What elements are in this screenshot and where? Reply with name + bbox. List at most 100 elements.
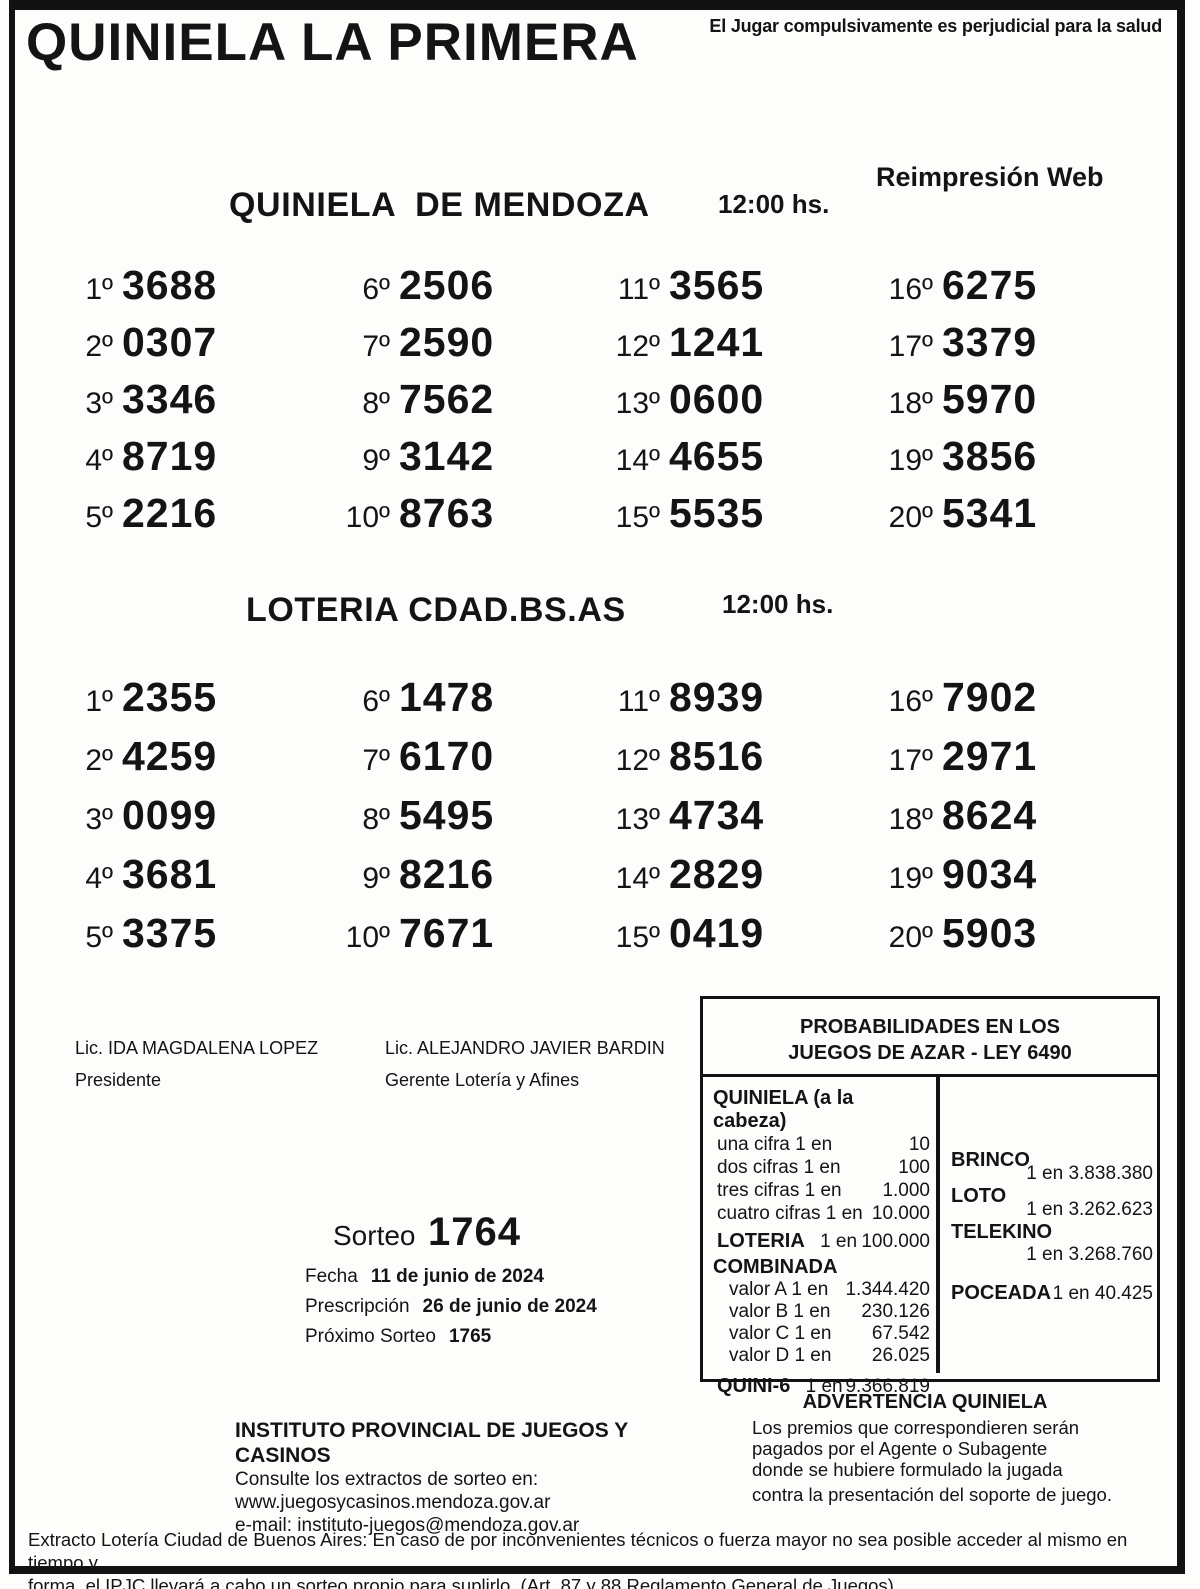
- advertencia-line: pagados por el Agente o Subagente: [752, 1438, 1048, 1459]
- result-number: 3565: [669, 262, 765, 308]
- sorteo-proximo-row: Próximo Sorteo 1765: [305, 1326, 491, 1348]
- result-number: 2829: [669, 851, 765, 897]
- result-number: 3856: [942, 433, 1038, 479]
- probability-value: 26.025: [871, 1345, 930, 1366]
- cifras-rows: una cifra 1 en 10 dos cifras 1 en 100 tres c…: [713, 1133, 932, 1225]
- result-row: 3º 3346: [60, 376, 217, 433]
- page-border: [9, 0, 1185, 1574]
- brinco-block: BRINCO 1 en 3.838.380: [951, 1149, 1153, 1185]
- result-position: 19º: [888, 444, 933, 477]
- results-column: 11º 3565 12º 1241 13º 0600 14º 4655 15º 5535: [570, 262, 764, 547]
- result-number: 2590: [399, 319, 495, 365]
- result-row: 6º 1478: [300, 674, 494, 733]
- result-position: 12º: [615, 744, 660, 777]
- result-number: 0600: [669, 376, 765, 422]
- result-position: 4º: [85, 862, 113, 895]
- fecha-label: Fecha: [305, 1266, 358, 1287]
- results-column: 6º 1478 7º 6170 8º 5495 9º 8216 10º 7671: [300, 674, 494, 969]
- result-number: 3681: [122, 851, 218, 897]
- result-number: 4734: [669, 792, 765, 838]
- probability-row: valor A 1 en 1.344.420: [713, 1279, 932, 1301]
- loteria-value: 100.000: [861, 1231, 930, 1252]
- result-number: 9034: [942, 851, 1038, 897]
- result-number: 8763: [399, 490, 495, 536]
- result-number: 2216: [122, 490, 218, 536]
- official-name: Lic. IDA MAGDALENA LOPEZ: [75, 1038, 319, 1058]
- result-number: 1478: [399, 674, 495, 720]
- result-row: 12º 8516: [570, 733, 764, 792]
- result-number: 2355: [122, 674, 218, 720]
- brinco-value: 1 en 3.838.380: [1026, 1163, 1153, 1184]
- results-column: 16º 7902 17º 2971 18º 8624 19º 9034 20º 5903: [840, 674, 1037, 969]
- probabilities-title: PROBABILIDADES EN LOS JUEGOS DE AZAR - L…: [703, 999, 1157, 1077]
- probabilities-box: PROBABILIDADES EN LOS JUEGOS DE AZAR - L…: [700, 996, 1160, 1397]
- result-number: 0307: [122, 319, 218, 365]
- result-row: 10º 8763: [300, 490, 494, 547]
- result-number: 7902: [942, 674, 1038, 720]
- result-row: 9º 8216: [300, 851, 494, 910]
- result-position: 14º: [615, 444, 660, 477]
- quini6-row: QUINI-6 1 en 9.366.819: [713, 1375, 932, 1398]
- result-position: 17º: [888, 330, 933, 363]
- result-row: 12º 1241: [570, 319, 764, 376]
- brinco-label: BRINCO: [951, 1149, 1030, 1171]
- result-position: 19º: [888, 862, 933, 895]
- result-number: 5535: [669, 490, 765, 536]
- poceada-block: POCEADA 1 en 40.425: [951, 1282, 1153, 1305]
- probability-row: valor D 1 en 26.025: [713, 1345, 932, 1367]
- result-position: 7º: [362, 330, 390, 363]
- advertencia-line: Los premios que correspondieren serán: [752, 1417, 1080, 1438]
- quini6-label: QUINI-6: [717, 1375, 791, 1397]
- result-number: 5341: [942, 490, 1038, 536]
- section-time-bsas: 12:00 hs.: [722, 589, 834, 619]
- probability-label: valor B 1 en: [729, 1301, 831, 1322]
- result-number: 1241: [669, 319, 765, 365]
- probability-row: dos cifras 1 en 100: [713, 1156, 932, 1179]
- result-row: 13º 4734: [570, 792, 764, 851]
- poceada-label: POCEADA: [951, 1282, 1052, 1304]
- result-position: 20º: [888, 921, 933, 954]
- prescripcion-label: Prescripción: [305, 1296, 410, 1317]
- fecha-value: 11 de junio de 2024: [370, 1266, 545, 1287]
- result-position: 11º: [617, 685, 660, 718]
- result-row: 19º 9034: [840, 851, 1037, 910]
- telekino-block: TELEKINO 1 en 3.268.760: [951, 1221, 1153, 1266]
- result-position: 14º: [615, 862, 660, 895]
- result-row: 15º 0419: [570, 910, 764, 969]
- probability-row: valor B 1 en 230.126: [713, 1301, 932, 1323]
- result-position: 9º: [362, 862, 390, 895]
- result-position: 3º: [85, 387, 113, 420]
- result-position: 16º: [888, 685, 933, 718]
- section-title-bsas: LOTERIA CDAD.BS.AS: [246, 591, 626, 629]
- result-row: 18º 8624: [840, 792, 1037, 851]
- sorteo-label: Sorteo: [333, 1220, 416, 1251]
- result-number: 6275: [942, 262, 1038, 308]
- result-number: 3346: [122, 376, 218, 422]
- result-position: 8º: [362, 803, 390, 836]
- result-row: 1º 2355: [60, 674, 217, 733]
- footnote-line: forma, el IPJC llevará a cabo un sorteo …: [28, 1575, 894, 1589]
- footnote-line: Extracto Lotería Ciudad de Buenos Aires:…: [28, 1529, 1128, 1573]
- result-position: 13º: [615, 803, 660, 836]
- result-row: 10º 7671: [300, 910, 494, 969]
- probability-value: 1.344.420: [845, 1279, 930, 1300]
- result-row: 9º 3142: [300, 433, 494, 490]
- result-number: 3142: [399, 433, 495, 479]
- result-row: 13º 0600: [570, 376, 764, 433]
- official-role: Gerente Lotería y Afines: [385, 1070, 580, 1090]
- result-number: 4259: [122, 733, 218, 779]
- result-number: 7562: [399, 376, 495, 422]
- result-number: 2971: [942, 733, 1038, 779]
- result-number: 5903: [942, 910, 1038, 956]
- result-position: 15º: [615, 501, 660, 534]
- page-title: QUINIELA LA PRIMERA: [26, 13, 639, 72]
- proximo-label: Próximo Sorteo: [305, 1326, 436, 1347]
- combinada-rows: valor A 1 en 1.344.420 valor B 1 en 230.126…: [713, 1279, 932, 1367]
- results-column: 1º 2355 2º 4259 3º 0099 4º 3681 5º 3375: [60, 674, 217, 969]
- instituto-lines: Consulte los extractos de sorteo en: www.…: [235, 1468, 715, 1537]
- probabilities-body: QUINIELA (a la cabeza) una cifra 1 en 10 d…: [703, 1077, 1157, 1397]
- probability-value: 100: [898, 1157, 930, 1178]
- result-row: 16º 7902: [840, 674, 1037, 733]
- result-number: 3379: [942, 319, 1038, 365]
